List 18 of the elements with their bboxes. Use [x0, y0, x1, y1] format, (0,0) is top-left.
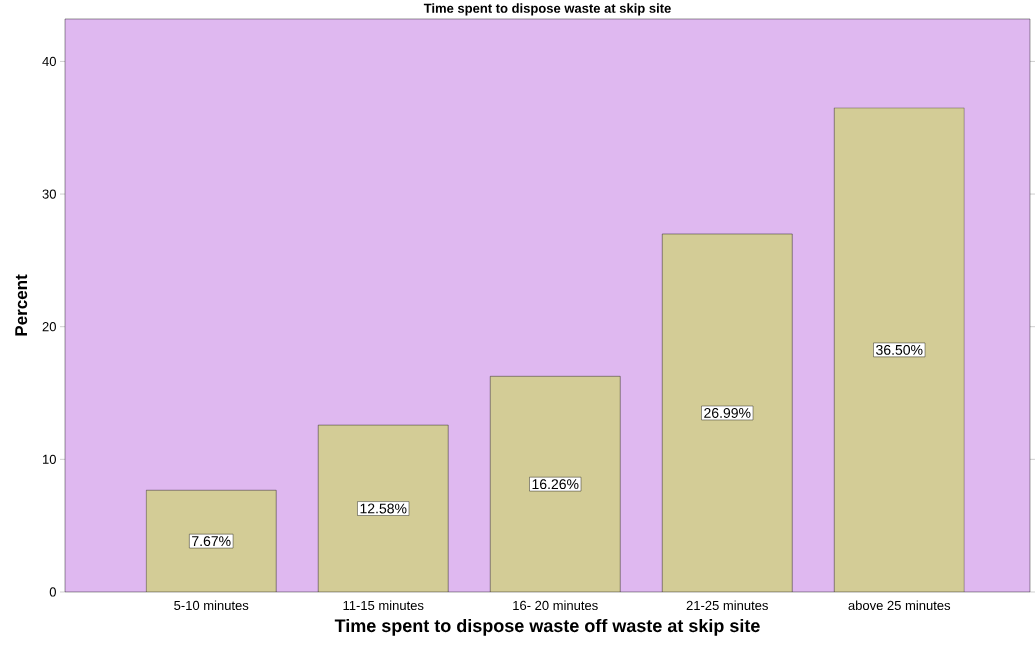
x-tick-label: 16- 20 minutes	[513, 600, 598, 611]
x-axis-title: Time spent to dispose waste off waste at skip site	[334, 618, 760, 636]
y-tick-label: 0	[49, 587, 56, 597]
y-axis-title: Percent	[15, 274, 28, 336]
y-tick-label: 10	[43, 454, 56, 464]
y-tick-label: 30	[42, 189, 56, 199]
x-tick-label: 11-15 minutes	[343, 600, 424, 611]
data-label: 16.26%	[532, 479, 579, 490]
x-tick-label: 5-10 minutes	[174, 600, 249, 611]
y-tick-label: 20	[42, 322, 56, 332]
x-tick-label: above 25 minutes	[848, 600, 951, 611]
data-label: 26.99%	[704, 408, 751, 418]
data-label: 36.50%	[876, 344, 923, 355]
data-label: 12.58%	[360, 503, 407, 514]
data-label: 7.67%	[192, 536, 231, 547]
x-tick-label: 21-25 minutes	[686, 600, 768, 611]
chart-title: Time spent to dispose waste at skip site	[423, 3, 671, 16]
y-tick-label: 40	[42, 56, 56, 67]
